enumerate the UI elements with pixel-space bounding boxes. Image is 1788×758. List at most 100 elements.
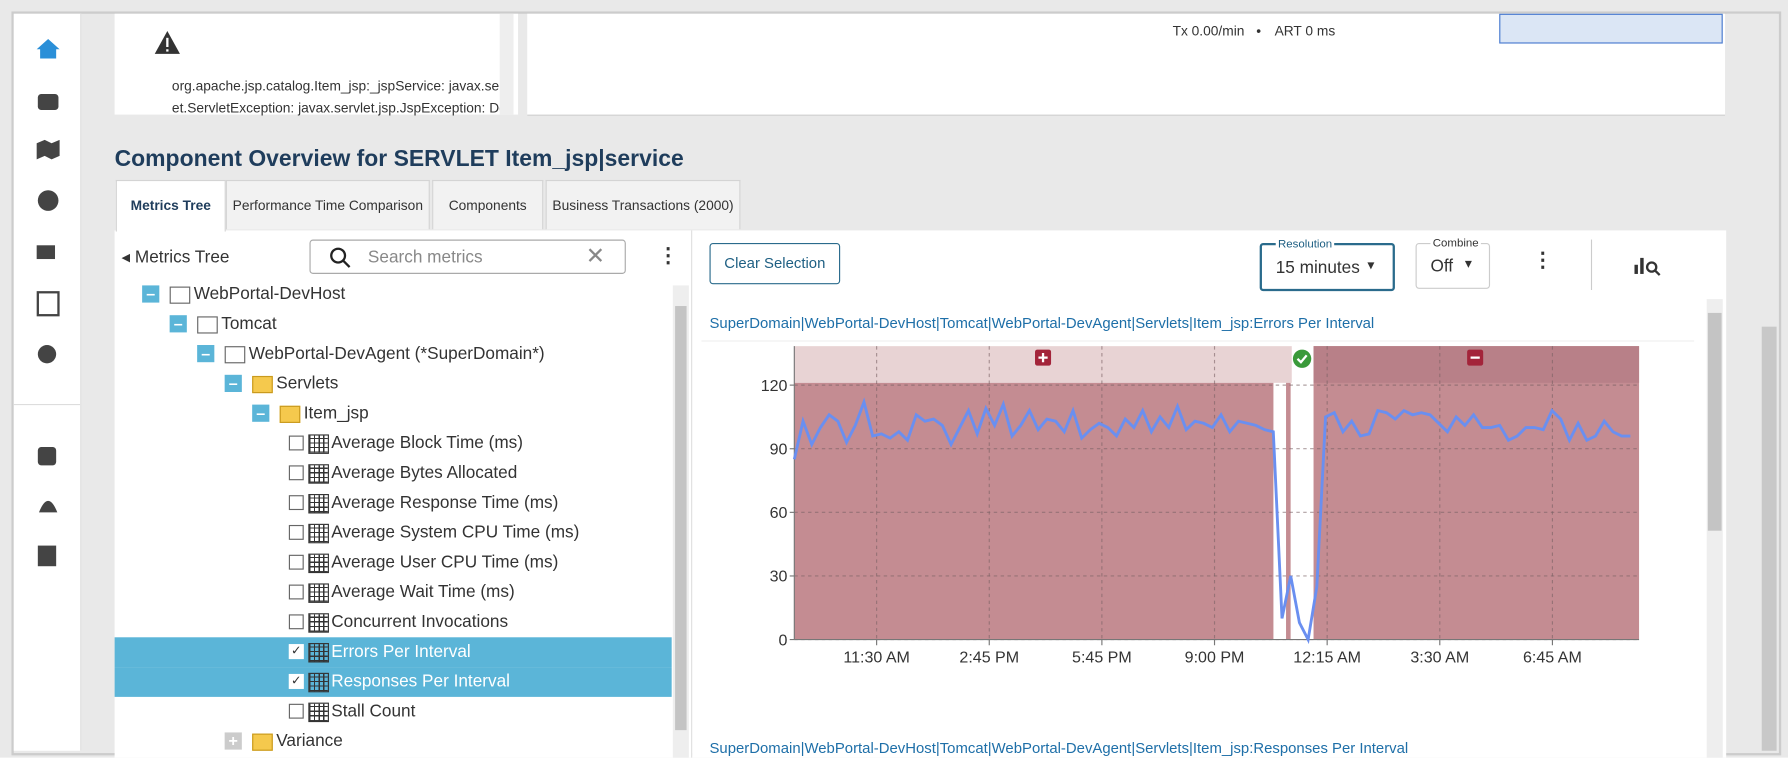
alert-icon[interactable] bbox=[38, 500, 58, 513]
map-icon[interactable] bbox=[36, 139, 60, 160]
tab[interactable]: Business Transactions (2000) bbox=[545, 179, 741, 230]
menu-icon[interactable]: ⋮ bbox=[657, 244, 679, 268]
tab[interactable]: Performance Time Comparison bbox=[225, 179, 430, 230]
tab[interactable]: Components bbox=[432, 179, 544, 230]
tree-row[interactable]: ✓ Responses Per Interval bbox=[114, 667, 672, 697]
tree-row[interactable]: Average Wait Time (ms) bbox=[115, 578, 672, 608]
tree-row[interactable]: – Servlets bbox=[115, 369, 672, 399]
exception-text: org.apache.jsp.catalog.Item_jsp:_jspServ… bbox=[171, 77, 514, 94]
checkbox[interactable] bbox=[288, 584, 304, 600]
resolution-select[interactable]: Resolution 15 minutes ▾ bbox=[1259, 238, 1395, 292]
metric-icon bbox=[308, 702, 329, 723]
y-tick-label: 0 bbox=[779, 631, 788, 649]
clear-icon[interactable]: ✕ bbox=[585, 244, 605, 270]
x-tick-label: 2:45 PM bbox=[959, 649, 1019, 667]
checkbox[interactable] bbox=[288, 435, 304, 451]
dot: • bbox=[1256, 22, 1262, 39]
tab[interactable]: Metrics Tree bbox=[115, 179, 226, 232]
combine-select[interactable]: Combine Off ▾ bbox=[1415, 237, 1491, 289]
node-icon bbox=[224, 346, 246, 364]
icon[interactable] bbox=[37, 93, 59, 111]
scrollbar bbox=[499, 13, 514, 115]
tree-label: Responses Per Interval bbox=[331, 671, 510, 692]
page-scroll bbox=[1727, 13, 1777, 751]
y-tick-label: 30 bbox=[770, 568, 788, 586]
tree-row[interactable]: + Variance bbox=[115, 727, 672, 757]
selection-region bbox=[1286, 382, 1291, 640]
ok-icon bbox=[1292, 349, 1312, 368]
metric-icon bbox=[308, 583, 329, 603]
checkbox[interactable] bbox=[288, 465, 304, 481]
icon[interactable] bbox=[37, 545, 57, 567]
tree-row[interactable]: – WebPortal-DevHost bbox=[115, 280, 672, 310]
combine-label: Combine bbox=[1430, 237, 1481, 250]
tree-title[interactable]: ◂ Metrics Tree bbox=[121, 247, 230, 268]
search-box[interactable]: Search metrics ✕ bbox=[309, 239, 626, 274]
x-tick-label: 12:15 AM bbox=[1293, 649, 1361, 667]
checkbox[interactable]: ✓ bbox=[288, 673, 304, 689]
chart-search-icon[interactable] bbox=[1632, 251, 1662, 279]
checkbox[interactable] bbox=[288, 495, 304, 511]
node-icon bbox=[197, 316, 218, 334]
tree-row[interactable]: Average Response Time (ms) bbox=[115, 488, 672, 518]
divider bbox=[1590, 239, 1593, 290]
tree-row[interactable]: – WebPortal-DevAgent (*SuperDomain*) bbox=[115, 339, 672, 369]
checkbox[interactable] bbox=[288, 703, 304, 719]
metric-icon bbox=[308, 523, 329, 544]
scroll-thumb[interactable] bbox=[1761, 326, 1777, 751]
home-icon[interactable] bbox=[36, 38, 60, 59]
tree-row[interactable]: Average User CPU Time (ms) bbox=[115, 548, 672, 578]
tree-row[interactable]: Concurrent Invocations bbox=[115, 607, 672, 637]
checkbox[interactable] bbox=[288, 524, 304, 540]
clear-button[interactable]: Clear Selection bbox=[709, 242, 841, 285]
icon[interactable] bbox=[37, 447, 57, 466]
ok-glyph bbox=[1296, 354, 1308, 364]
tree-label: Average Block Time (ms) bbox=[331, 433, 523, 453]
settings-icon[interactable] bbox=[37, 345, 57, 364]
metric-icon bbox=[308, 464, 329, 484]
mini-chart bbox=[1499, 13, 1723, 44]
caret: ▾ bbox=[1464, 255, 1472, 272]
node-icon bbox=[252, 733, 273, 751]
tree-label: Item_jsp bbox=[303, 403, 369, 423]
tree-row[interactable]: Stall Count bbox=[115, 697, 672, 727]
icon[interactable] bbox=[36, 245, 56, 260]
tree-row[interactable]: ✓ Errors Per Interval bbox=[114, 637, 672, 668]
metric-icon bbox=[308, 672, 329, 693]
checkbox[interactable] bbox=[288, 614, 304, 630]
tree-row[interactable]: Average System CPU Time (ms) bbox=[115, 518, 672, 548]
scroll-thumb[interactable] bbox=[1707, 312, 1722, 531]
transactions-panel: Tx 0.00/min • ART 0 ms bbox=[527, 13, 1726, 116]
tree-label: Variance bbox=[276, 731, 343, 751]
toggle[interactable]: – bbox=[169, 315, 187, 333]
toggle[interactable]: – bbox=[224, 374, 242, 393]
page-title: Component Overview for SERVLET Item_jsp|… bbox=[114, 146, 684, 172]
tree-row[interactable]: Average Bytes Allocated bbox=[115, 458, 672, 488]
tx-rate: Tx 0.00/min bbox=[1172, 22, 1245, 39]
toggle[interactable]: + bbox=[224, 732, 242, 750]
data-line bbox=[792, 397, 1631, 645]
tree-label: WebPortal-DevAgent (*SuperDomain*) bbox=[248, 343, 545, 364]
tree-row[interactable]: – Tomcat bbox=[115, 309, 672, 339]
tree-title-text: Metrics Tree bbox=[134, 247, 230, 268]
metric-icon bbox=[308, 643, 329, 663]
menu-icon[interactable]: ⋮ bbox=[1532, 248, 1554, 272]
excluded-region bbox=[1313, 346, 1640, 640]
resolution-label: Resolution bbox=[1275, 238, 1335, 252]
toggle[interactable]: – bbox=[197, 345, 215, 363]
tree-row[interactable]: – Item_jsp bbox=[115, 399, 672, 429]
checkbox[interactable] bbox=[288, 554, 304, 570]
toggle[interactable]: – bbox=[142, 285, 160, 303]
scrollbar bbox=[672, 285, 689, 758]
checkbox[interactable]: ✓ bbox=[288, 644, 304, 660]
search-placeholder: Search metrics bbox=[367, 247, 483, 268]
tree-row[interactable]: Average Block Time (ms) bbox=[115, 429, 672, 459]
scroll-thumb[interactable] bbox=[675, 306, 687, 731]
combine-value: Off bbox=[1430, 256, 1454, 277]
dash-icon[interactable] bbox=[37, 190, 59, 211]
x-tick-label: 9:00 PM bbox=[1185, 649, 1245, 667]
toggle[interactable]: – bbox=[252, 405, 270, 422]
icon[interactable] bbox=[36, 291, 60, 317]
chart: 0 30 60 90 120 11:30 AM 2:45 PM 5:45 PM 9:00 PM 1… bbox=[761, 346, 1640, 667]
